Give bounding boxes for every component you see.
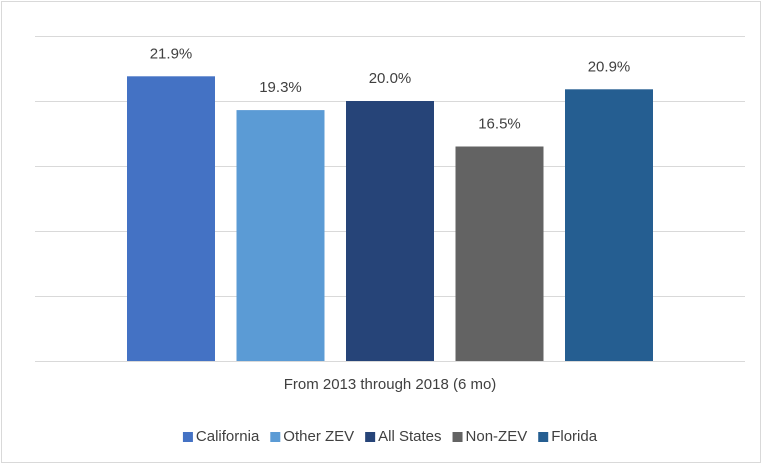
data-label: 19.3%	[259, 79, 302, 96]
bar	[127, 76, 215, 362]
bar	[236, 110, 325, 361]
legend-swatch	[270, 432, 281, 442]
data-label: 20.9%	[588, 58, 631, 75]
legend-swatch	[538, 432, 549, 442]
legend-label: Florida	[551, 428, 598, 445]
bar	[346, 101, 434, 361]
legend-swatch	[452, 432, 463, 442]
legend-label: Non-ZEV	[466, 428, 528, 445]
x-tick-label: From 2013 through 2018 (6 mo)	[284, 376, 497, 393]
bar	[565, 89, 653, 362]
legend-label: California	[196, 428, 260, 445]
data-label: 21.9%	[150, 45, 193, 62]
bar	[455, 146, 544, 361]
legend-swatch	[182, 432, 193, 442]
legend: California Other ZEV All States Non-ZEV Flor…	[182, 428, 598, 445]
legend-label: All States	[378, 428, 441, 445]
data-label: 16.5%	[478, 115, 521, 132]
data-label: 20.0%	[369, 70, 412, 87]
legend-swatch	[365, 432, 376, 442]
legend-label: Other ZEV	[283, 428, 354, 445]
